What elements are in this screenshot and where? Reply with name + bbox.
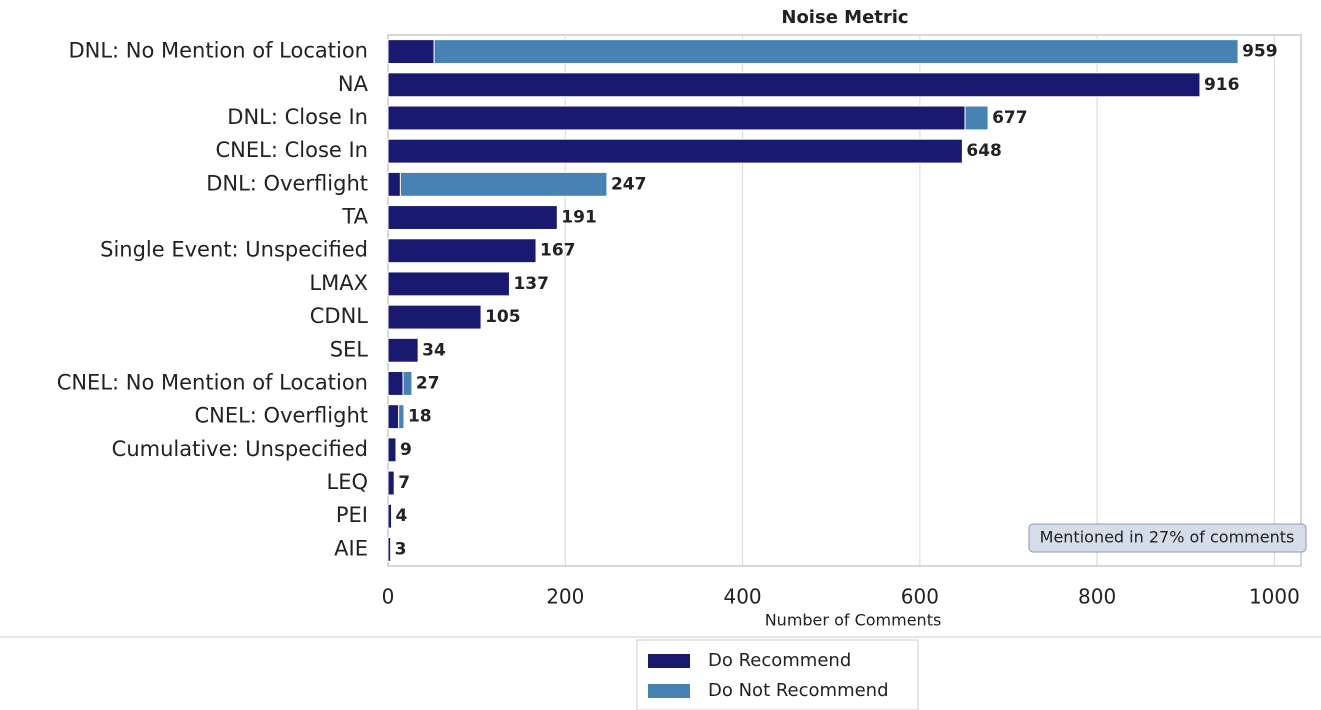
bar-segment [387, 238, 537, 264]
x-tick-label: 0 [382, 585, 395, 609]
bar-segment [387, 503, 393, 529]
value-label: 9 [400, 440, 412, 460]
y-tick-label: CDNL [310, 304, 369, 328]
bar-segment [387, 337, 419, 363]
value-label: 191 [561, 208, 597, 228]
x-tick-label: 800 [1078, 585, 1116, 609]
value-label: 27 [416, 373, 440, 393]
annotation: Mentioned in 27% of comments [1028, 523, 1307, 553]
bar-segment [387, 72, 1201, 98]
value-label: 34 [422, 340, 446, 360]
bar-segment [387, 39, 435, 65]
bar-segment [387, 171, 401, 197]
bar-segment [387, 105, 966, 131]
y-tick-label: CNEL: No Mention of Location [57, 370, 368, 394]
bar-segment [387, 536, 392, 562]
y-tick-label: LMAX [309, 271, 368, 295]
y-tick-label: DNL: No Mention of Location [68, 39, 368, 63]
bar-segment [398, 404, 405, 430]
value-label: 3 [395, 539, 407, 559]
x-tick-label: 200 [546, 585, 584, 609]
bar-segment [387, 437, 397, 463]
legend-swatch [648, 654, 690, 668]
chart-title: Noise Metric [781, 7, 908, 28]
y-tick-label: DNL: Overflight [206, 171, 368, 195]
annotation-box [1028, 523, 1307, 553]
bar-segment [433, 39, 1239, 65]
y-tick-label: SEL [330, 337, 369, 361]
legend-label: Do Recommend [708, 650, 851, 671]
bar-segment [402, 371, 413, 396]
bar-segment [387, 304, 482, 330]
legend-box [636, 639, 919, 710]
value-label: 4 [396, 506, 408, 526]
plot-frame [387, 34, 1302, 567]
y-tick-label: Single Event: Unspecified [100, 238, 368, 262]
y-tick-label: PEI [336, 503, 368, 527]
y-tick-label: TA [341, 205, 368, 229]
x-tick-label: 600 [901, 585, 939, 609]
value-label: 7 [398, 473, 410, 493]
value-label: 137 [513, 274, 549, 294]
bar-segment [387, 271, 510, 297]
bar-segment [387, 205, 558, 230]
x-axis-label: Number of Comments [765, 611, 942, 630]
x-tick-label: 400 [723, 585, 761, 609]
y-tick-label: Cumulative: Unspecified [112, 437, 368, 461]
bar-segment [399, 171, 608, 197]
value-label: 959 [1242, 42, 1278, 62]
bar-segment [387, 404, 400, 430]
annotation-text: Mentioned in 27% of comments [1040, 528, 1295, 547]
value-label: 916 [1204, 75, 1240, 95]
value-label: 677 [992, 108, 1028, 128]
y-tick-label: CNEL: Overflight [194, 404, 368, 428]
bar-segment [964, 105, 989, 131]
bar-segment [387, 371, 404, 396]
y-tick-label: NA [338, 72, 369, 96]
value-label: 247 [611, 174, 647, 194]
value-label: 18 [408, 407, 432, 427]
y-tick-label: LEQ [327, 470, 369, 494]
value-label: 167 [540, 241, 576, 261]
legend-label: Do Not Recommend [708, 680, 889, 701]
bar-segment [387, 138, 963, 164]
y-tick-label: CNEL: Close In [216, 138, 368, 162]
legend-swatch [648, 684, 690, 698]
value-label: 648 [966, 141, 1002, 161]
y-tick-label: DNL: Close In [227, 105, 368, 129]
value-label: 105 [485, 307, 521, 327]
y-tick-label: AIE [334, 536, 368, 560]
legend: Do Recommend Do Not Recommend [636, 639, 919, 710]
x-tick-label: 1000 [1249, 585, 1300, 609]
bar-segment [387, 470, 395, 496]
